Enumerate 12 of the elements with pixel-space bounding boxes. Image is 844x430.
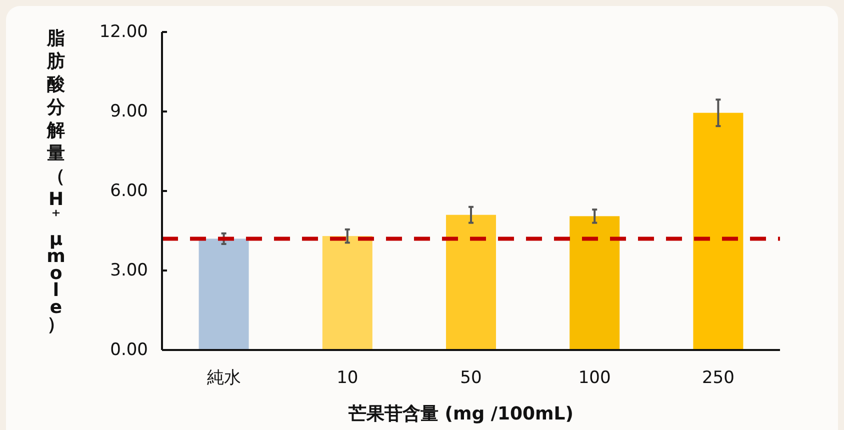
- x-tick-label: 純水: [206, 368, 241, 388]
- y-tick-label: 0.00: [110, 340, 148, 360]
- y-tick-label: 6.00: [110, 181, 148, 201]
- y-axis-title: 脂肪酸分解量（H⁺ µmole）: [46, 28, 66, 335]
- x-tick-label: 10: [336, 368, 358, 388]
- x-tick-label: 250: [702, 368, 734, 388]
- x-tick-label: 50: [460, 368, 482, 388]
- y-tick-label: 12.00: [99, 22, 148, 42]
- y-tick-label: 9.00: [110, 102, 148, 122]
- y-tick-label: 3.00: [110, 260, 148, 280]
- x-tick-label: 100: [578, 368, 611, 388]
- x-axis-title: 芒果苷含量 (mg /100mL): [348, 404, 574, 424]
